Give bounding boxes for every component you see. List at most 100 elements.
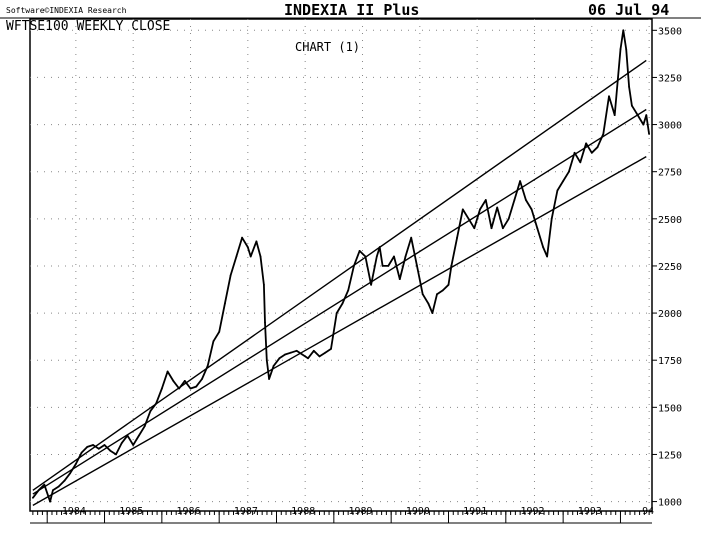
data-point: [398, 278, 401, 280]
data-point: [63, 479, 66, 482]
plot-frame: [29, 18, 653, 512]
channel-line-2: [32, 108, 647, 495]
app-title: INDEXIA II Plus: [284, 1, 419, 19]
data-point: [364, 255, 367, 258]
data-point: [513, 199, 516, 201]
y-tick-label: 3000: [658, 121, 682, 132]
data-point: [172, 380, 175, 382]
data-point: [301, 353, 304, 356]
data-point: [149, 410, 152, 412]
data-point: [648, 133, 650, 135]
x-tick-label: 1992: [520, 506, 544, 517]
data-point: [265, 359, 268, 362]
data-point: [201, 378, 203, 380]
y-tick-label: 3500: [658, 26, 682, 37]
data-point: [241, 236, 244, 239]
data-point: [613, 114, 616, 116]
data-point: [507, 217, 510, 220]
y-tick-label: 2000: [658, 309, 682, 320]
data-point: [490, 227, 493, 230]
data-point: [161, 387, 163, 390]
data-point: [381, 265, 384, 267]
data-point: [467, 217, 470, 220]
x-tick-label: 1985: [119, 506, 143, 517]
channel-line-1: [32, 59, 647, 491]
x-tick-label: 1989: [348, 506, 372, 517]
data-point: [484, 199, 487, 201]
data-point: [622, 29, 625, 32]
data-point: [318, 355, 321, 358]
x-axis: 1984 1985 1986 1987 1988 1989 1990 1991 1992 1993…: [30, 506, 654, 524]
data-point: [278, 357, 281, 360]
data-point: [259, 255, 262, 258]
x-tick-label: 1987: [234, 506, 258, 517]
data-point: [284, 353, 286, 356]
data-point: [410, 236, 413, 239]
data-point: [585, 142, 587, 145]
data-point: [69, 472, 71, 475]
data-point: [115, 453, 117, 456]
data-point: [530, 208, 533, 211]
channel-line-3: [32, 156, 647, 506]
data-point: [32, 496, 34, 499]
data-point: [335, 312, 338, 314]
data-point: [546, 255, 548, 258]
trend-channel: [32, 59, 647, 506]
data-point: [289, 351, 292, 354]
x-tick-label: 1988: [291, 506, 315, 517]
data-point: [189, 387, 192, 390]
data-point: [596, 146, 599, 149]
data-point: [631, 104, 633, 107]
data-point: [138, 434, 140, 437]
data-point: [421, 293, 424, 296]
data-point: [126, 434, 129, 437]
data-point: [183, 380, 186, 382]
data-point: [353, 265, 355, 267]
data-point: [206, 365, 209, 367]
data-point: [195, 385, 198, 388]
data-point: [268, 378, 270, 380]
data-point: [479, 208, 481, 211]
data-point: [178, 387, 181, 390]
y-tick-label: 2500: [658, 215, 682, 226]
data-point: [52, 489, 54, 492]
data-point: [224, 302, 226, 305]
y-tick-label: 1750: [658, 356, 682, 367]
data-point: [212, 340, 215, 343]
data-point: [645, 114, 648, 116]
data-point: [132, 444, 135, 446]
chart-subtitle: CHART (1): [295, 40, 360, 54]
data-point: [49, 500, 51, 503]
data-point: [502, 227, 504, 230]
data-point: [625, 48, 628, 51]
data-point: [562, 180, 564, 183]
data-point: [347, 289, 350, 292]
data-point: [330, 348, 332, 350]
data-point: [341, 302, 344, 305]
data-point: [431, 312, 434, 314]
data-point: [496, 206, 499, 209]
data-point: [456, 236, 458, 239]
data-point: [642, 123, 645, 126]
data-point: [602, 133, 605, 135]
x-tick-label: 1991: [463, 506, 487, 517]
data-point: [450, 265, 453, 267]
data-point: [525, 199, 527, 201]
data-point: [120, 442, 123, 444]
date-label: 06 Jul 94: [588, 1, 669, 19]
data-point: [441, 289, 444, 292]
y-tick-label: 2750: [658, 168, 682, 179]
data-point: [103, 444, 106, 446]
data-point: [536, 227, 539, 230]
data-point: [80, 451, 83, 454]
data-point: [92, 444, 94, 446]
y-tick-label: 1250: [658, 450, 682, 461]
series-layer: [32, 29, 650, 503]
data-point: [43, 483, 46, 486]
data-point: [375, 255, 378, 258]
data-point: [608, 95, 610, 98]
data-point: [324, 351, 327, 354]
data-point: [246, 246, 249, 249]
data-point: [542, 246, 544, 249]
